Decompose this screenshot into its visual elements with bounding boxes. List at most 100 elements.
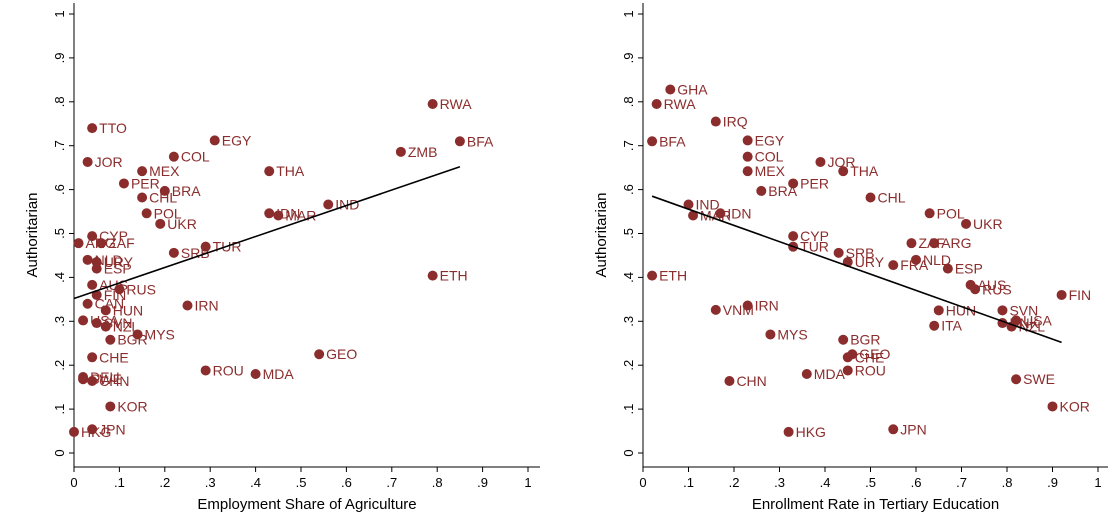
data-point bbox=[78, 315, 89, 326]
point-label: BGR bbox=[117, 332, 147, 348]
data-point bbox=[114, 284, 125, 295]
y-tick-label: .6 bbox=[52, 184, 67, 195]
x-tick-label: 0 bbox=[639, 475, 646, 490]
data-point bbox=[788, 178, 799, 189]
x-tick-label: .7 bbox=[386, 475, 397, 490]
point-label: FIN bbox=[104, 287, 127, 303]
data-point bbox=[865, 192, 876, 203]
point-label: ROU bbox=[213, 362, 244, 378]
data-point bbox=[970, 284, 981, 295]
x-tick-label: .7 bbox=[956, 475, 967, 490]
data-point bbox=[888, 260, 899, 271]
point-label: EGY bbox=[755, 132, 785, 148]
data-point bbox=[427, 270, 438, 281]
point-label: NZL bbox=[1019, 319, 1046, 335]
point-label: THA bbox=[850, 163, 879, 179]
data-point bbox=[454, 136, 465, 147]
data-point bbox=[647, 270, 658, 281]
point-label: SRB bbox=[181, 245, 210, 261]
x-tick-label: .9 bbox=[477, 475, 488, 490]
point-label: FIN bbox=[1069, 287, 1092, 303]
point-label: USA bbox=[1023, 312, 1052, 328]
data-point bbox=[96, 238, 107, 249]
point-label: HKG bbox=[796, 424, 826, 440]
point-label: SWE bbox=[1023, 371, 1055, 387]
data-point bbox=[87, 376, 98, 387]
y-tick-label: .3 bbox=[52, 316, 67, 327]
data-point bbox=[842, 352, 853, 363]
data-point bbox=[1047, 401, 1058, 412]
data-point bbox=[688, 210, 699, 221]
data-point bbox=[1056, 289, 1067, 300]
y-tick-label: .7 bbox=[621, 140, 636, 151]
x-tick-label: .8 bbox=[432, 475, 443, 490]
data-point bbox=[842, 365, 853, 376]
data-point bbox=[100, 321, 111, 332]
data-point bbox=[427, 98, 438, 109]
x-tick-label: .3 bbox=[205, 475, 216, 490]
data-point bbox=[250, 368, 261, 379]
point-label: PER bbox=[800, 175, 829, 191]
x-tick-label: .1 bbox=[683, 475, 694, 490]
point-label: MEX bbox=[755, 163, 786, 179]
point-label: COL bbox=[181, 149, 210, 165]
y-tick-label: .8 bbox=[621, 96, 636, 107]
x-tick-label: .2 bbox=[729, 475, 740, 490]
y-tick-label: .4 bbox=[52, 272, 67, 283]
point-label: POL bbox=[937, 205, 965, 221]
point-label: JOR bbox=[827, 154, 855, 170]
data-point bbox=[168, 247, 179, 258]
data-point bbox=[82, 298, 93, 309]
point-label: ESP bbox=[104, 261, 132, 277]
data-point bbox=[91, 263, 102, 274]
point-label: HKG bbox=[81, 424, 111, 440]
data-point bbox=[647, 136, 658, 147]
point-label: HUN bbox=[946, 302, 976, 318]
data-point bbox=[742, 166, 753, 177]
point-label: MDA bbox=[263, 366, 295, 382]
point-label: THA bbox=[276, 163, 305, 179]
x-tick-label: .6 bbox=[911, 475, 922, 490]
data-point bbox=[91, 318, 102, 329]
data-point bbox=[683, 199, 694, 210]
data-point bbox=[264, 208, 275, 219]
point-label: POL bbox=[154, 205, 182, 221]
data-point bbox=[182, 300, 193, 311]
point-label: AUS bbox=[978, 277, 1007, 293]
point-label: UKR bbox=[973, 216, 1003, 232]
point-label: ITA bbox=[941, 318, 962, 334]
data-point bbox=[838, 334, 849, 345]
y-tick-label: 0 bbox=[52, 449, 67, 456]
data-point bbox=[314, 349, 325, 360]
x-axis-title: Employment Share of Agriculture bbox=[197, 496, 416, 513]
point-label: CHE bbox=[99, 349, 129, 365]
data-point bbox=[87, 123, 98, 134]
y-tick-label: 1 bbox=[52, 10, 67, 17]
data-point bbox=[742, 135, 753, 146]
x-tick-label: .1 bbox=[114, 475, 125, 490]
data-point bbox=[665, 84, 676, 95]
data-point bbox=[929, 238, 940, 249]
data-point bbox=[200, 241, 211, 252]
y-tick-label: .6 bbox=[621, 184, 636, 195]
point-label: BFA bbox=[467, 133, 494, 149]
y-axis-title: Authoritarian bbox=[24, 192, 41, 277]
point-label: NZL bbox=[113, 319, 140, 335]
point-label: ZAF bbox=[108, 235, 134, 251]
data-point bbox=[168, 151, 179, 162]
data-point bbox=[87, 279, 98, 290]
data-point bbox=[82, 254, 93, 265]
point-label: MYS bbox=[777, 326, 807, 342]
x-tick-label: .3 bbox=[774, 475, 785, 490]
point-label: TTO bbox=[99, 120, 127, 136]
point-label: URY bbox=[855, 254, 885, 270]
point-label: URY bbox=[104, 254, 134, 270]
point-label: PER bbox=[131, 175, 160, 191]
y-tick-label: .9 bbox=[52, 52, 67, 63]
point-label: JOR bbox=[95, 154, 123, 170]
data-point bbox=[73, 238, 84, 249]
point-label: ROU bbox=[855, 362, 886, 378]
y-tick-label: .3 bbox=[621, 316, 636, 327]
y-tick-label: .4 bbox=[621, 272, 636, 283]
data-point bbox=[395, 146, 406, 157]
